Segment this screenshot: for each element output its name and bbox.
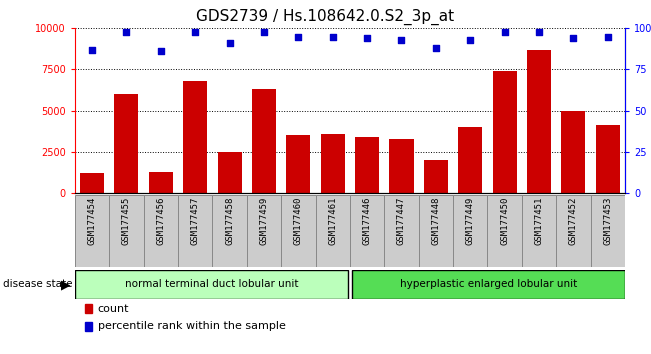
Point xyxy=(225,40,235,46)
Bar xyxy=(355,137,379,193)
Point xyxy=(293,34,303,39)
Point xyxy=(396,37,407,43)
FancyBboxPatch shape xyxy=(453,195,488,267)
Point xyxy=(534,29,544,34)
Point xyxy=(327,34,338,39)
Point xyxy=(190,29,201,34)
Bar xyxy=(321,134,345,193)
Text: GSM177452: GSM177452 xyxy=(569,197,578,245)
FancyBboxPatch shape xyxy=(556,195,590,267)
FancyBboxPatch shape xyxy=(522,195,556,267)
Point xyxy=(465,37,475,43)
FancyBboxPatch shape xyxy=(212,195,247,267)
Point xyxy=(499,29,510,34)
Text: GSM177453: GSM177453 xyxy=(603,197,613,245)
Text: GSM177458: GSM177458 xyxy=(225,197,234,245)
Bar xyxy=(389,139,413,193)
Text: ▶: ▶ xyxy=(61,278,70,291)
Text: GSM177454: GSM177454 xyxy=(87,197,96,245)
Bar xyxy=(596,125,620,193)
FancyBboxPatch shape xyxy=(350,195,384,267)
Text: GSM177449: GSM177449 xyxy=(465,197,475,245)
Text: GSM177460: GSM177460 xyxy=(294,197,303,245)
Text: GSM177447: GSM177447 xyxy=(397,197,406,245)
Bar xyxy=(183,81,207,193)
Bar xyxy=(527,50,551,193)
FancyBboxPatch shape xyxy=(316,195,350,267)
Bar xyxy=(458,127,482,193)
FancyBboxPatch shape xyxy=(281,195,316,267)
Text: disease state: disease state xyxy=(3,279,73,290)
FancyBboxPatch shape xyxy=(178,195,212,267)
Point xyxy=(87,47,97,52)
Text: GDS2739 / Hs.108642.0.S2_3p_at: GDS2739 / Hs.108642.0.S2_3p_at xyxy=(197,9,454,25)
FancyBboxPatch shape xyxy=(247,195,281,267)
Text: percentile rank within the sample: percentile rank within the sample xyxy=(98,321,286,331)
FancyBboxPatch shape xyxy=(352,270,625,299)
Bar xyxy=(286,135,311,193)
Bar xyxy=(80,173,104,193)
Point xyxy=(568,35,579,41)
Point xyxy=(258,29,269,34)
Bar xyxy=(149,172,173,193)
FancyBboxPatch shape xyxy=(75,195,109,267)
FancyBboxPatch shape xyxy=(419,195,453,267)
Text: GSM177457: GSM177457 xyxy=(191,197,200,245)
Point xyxy=(156,48,166,54)
Text: GSM177455: GSM177455 xyxy=(122,197,131,245)
Point xyxy=(431,45,441,51)
Bar xyxy=(493,71,517,193)
FancyBboxPatch shape xyxy=(384,195,419,267)
Bar xyxy=(561,111,585,193)
Bar xyxy=(252,89,276,193)
FancyBboxPatch shape xyxy=(109,195,144,267)
Text: GSM177451: GSM177451 xyxy=(534,197,544,245)
Text: hyperplastic enlarged lobular unit: hyperplastic enlarged lobular unit xyxy=(400,279,577,290)
Point xyxy=(603,34,613,39)
Text: GSM177459: GSM177459 xyxy=(260,197,268,245)
Bar xyxy=(115,94,139,193)
Text: GSM177448: GSM177448 xyxy=(432,197,440,245)
Text: GSM177456: GSM177456 xyxy=(156,197,165,245)
Text: GSM177461: GSM177461 xyxy=(328,197,337,245)
FancyBboxPatch shape xyxy=(590,195,625,267)
Text: count: count xyxy=(98,304,129,314)
Point xyxy=(121,29,132,34)
Text: GSM177446: GSM177446 xyxy=(363,197,372,245)
Text: GSM177450: GSM177450 xyxy=(500,197,509,245)
Point xyxy=(362,35,372,41)
Bar xyxy=(424,160,448,193)
Bar xyxy=(217,152,242,193)
Text: normal terminal duct lobular unit: normal terminal duct lobular unit xyxy=(125,279,298,290)
FancyBboxPatch shape xyxy=(144,195,178,267)
FancyBboxPatch shape xyxy=(488,195,522,267)
FancyBboxPatch shape xyxy=(75,270,348,299)
